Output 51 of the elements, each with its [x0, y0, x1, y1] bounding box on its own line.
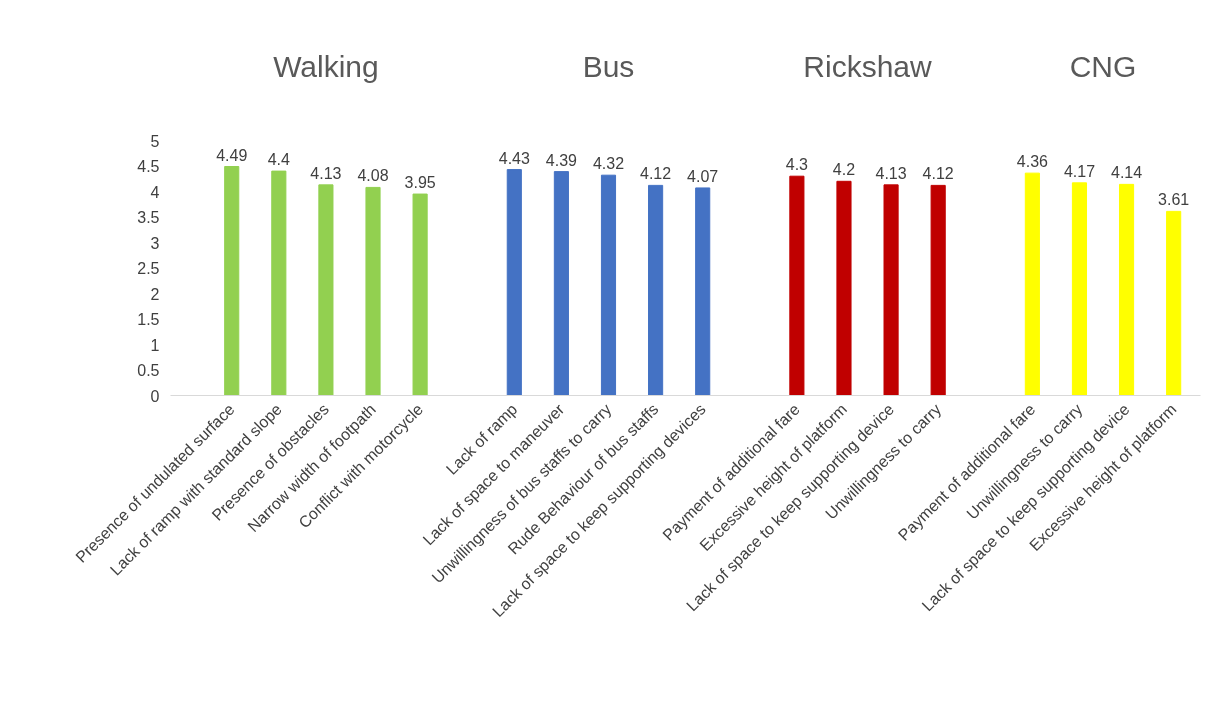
bar — [318, 184, 334, 396]
bar — [365, 186, 381, 396]
y-tick-label: 3.5 — [137, 209, 160, 226]
y-tick-label: 0 — [150, 387, 160, 405]
y-tick-label: 3 — [150, 234, 160, 252]
data-label: 4.32 — [592, 155, 625, 173]
data-label: 4.2 — [832, 161, 856, 179]
y-tick-label: 1 — [150, 336, 160, 354]
bar — [506, 169, 522, 396]
bar — [1118, 183, 1135, 396]
text: CNG — [1069, 50, 1137, 83]
data-label: 4.12 — [640, 165, 672, 183]
bar — [836, 180, 852, 396]
data-label: 4.3 — [785, 156, 809, 174]
text: Bus — [582, 50, 635, 83]
y-tick-label: 5 — [150, 132, 160, 150]
bar — [930, 184, 946, 396]
bar — [695, 187, 711, 396]
data-label: 4.13 — [310, 164, 342, 182]
bar — [553, 171, 569, 396]
bar — [883, 184, 899, 396]
data-label: 4.07 — [687, 167, 719, 185]
bar — [1166, 210, 1182, 396]
data-label: 4.12 — [922, 165, 954, 183]
data-label: 4.43 — [498, 149, 530, 167]
data-label: 3.61 — [1158, 191, 1190, 209]
bar — [648, 184, 664, 396]
bar — [1024, 172, 1040, 396]
data-label: 4.17 — [1063, 162, 1096, 180]
text: Rickshaw — [803, 50, 933, 83]
data-label: 4.13 — [875, 164, 907, 182]
data-label: 4.14 — [1110, 164, 1143, 182]
y-tick-label: 2.5 — [137, 260, 160, 277]
bar — [1071, 182, 1088, 396]
y-tick-label: 1.5 — [137, 311, 160, 328]
data-label: 4.08 — [357, 167, 389, 185]
y-tick-label: 4 — [150, 183, 160, 201]
data-label: 3.95 — [404, 174, 436, 192]
text: Walking — [273, 50, 379, 83]
data-label: 4.36 — [1016, 153, 1049, 171]
data-label: 4.4 — [267, 151, 291, 169]
bar — [412, 193, 428, 396]
bar — [224, 166, 240, 396]
bar — [271, 170, 287, 396]
data-label: 4.49 — [216, 146, 248, 164]
data-label: 4.39 — [545, 151, 578, 169]
y-tick-label: 4.5 — [137, 158, 160, 175]
bar — [600, 174, 617, 396]
y-tick-label: 2 — [150, 285, 160, 303]
y-tick-label: 0.5 — [137, 362, 160, 379]
bar — [789, 175, 805, 396]
